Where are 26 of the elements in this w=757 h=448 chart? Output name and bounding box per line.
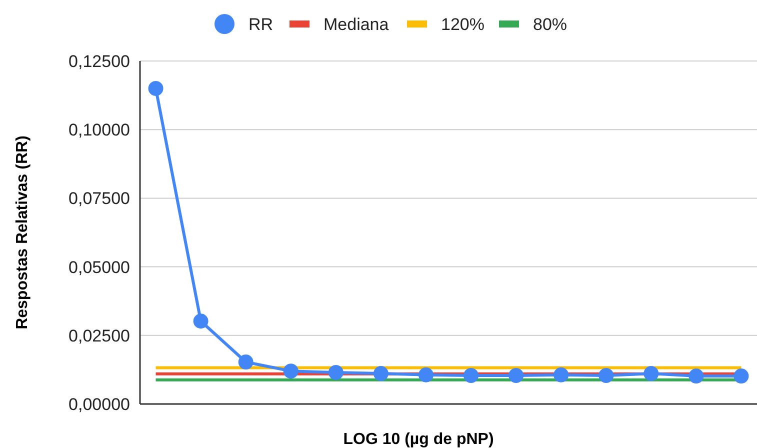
point — [373, 366, 388, 382]
point — [464, 368, 479, 383]
point — [238, 354, 254, 370]
y-tick-label: 0,05000 — [68, 258, 130, 277]
legend-label: RR — [248, 14, 274, 34]
y-axis-title: Respostas Relativas (RR) — [14, 136, 31, 330]
legend-label: 80% — [533, 14, 568, 34]
point — [554, 367, 569, 382]
y-tick-label: 0,12500 — [68, 52, 130, 71]
y-tick-label: 0,00000 — [68, 394, 130, 414]
legend-label: 120% — [441, 14, 484, 34]
point — [328, 364, 344, 380]
point — [418, 367, 434, 382]
point — [688, 368, 704, 384]
point — [283, 364, 298, 379]
x-axis-title: LOG 10 (µg de pNP) — [343, 431, 494, 448]
point — [644, 366, 659, 382]
point — [734, 368, 749, 384]
legend-label: Mediana — [324, 14, 390, 34]
point — [193, 314, 208, 329]
point — [508, 368, 524, 383]
point — [148, 80, 164, 96]
point — [598, 368, 614, 383]
y-tick-label: 0,02500 — [68, 326, 130, 346]
y-tick-label: 0,07500 — [68, 189, 130, 208]
y-tick-label: 0,10000 — [68, 120, 130, 140]
